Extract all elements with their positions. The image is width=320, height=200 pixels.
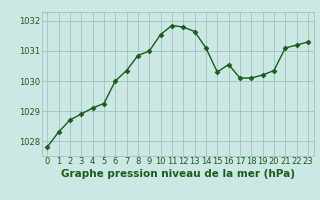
- X-axis label: Graphe pression niveau de la mer (hPa): Graphe pression niveau de la mer (hPa): [60, 169, 295, 179]
